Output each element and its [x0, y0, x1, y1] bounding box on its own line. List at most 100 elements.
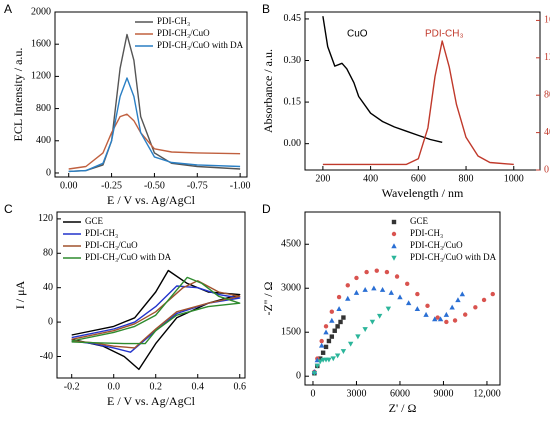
x-tick-label: 0.2 [149, 381, 162, 392]
data-point [463, 312, 468, 317]
plot-frame [304, 211, 501, 386]
data-point [318, 356, 323, 361]
y-tick-label: 120 [38, 213, 53, 224]
data-point [345, 295, 351, 301]
y-tick-label: 80 [43, 248, 53, 259]
data-point [345, 283, 350, 288]
legend-label: GCE [85, 216, 104, 226]
data-point [336, 306, 342, 311]
x-tick-label: -0.2 [64, 381, 80, 392]
panel-letter: D [262, 202, 271, 216]
y2-tick-label: 1200 [544, 52, 550, 63]
series-line [71, 276, 241, 345]
x-tick-label: 1000 [504, 173, 524, 184]
data-point [330, 356, 336, 362]
data-point [388, 289, 394, 295]
series-label: PDI-CH₃ [425, 29, 464, 40]
data-point [405, 281, 410, 287]
data-point [336, 294, 342, 300]
legend-swatch [391, 231, 397, 237]
y2-tick-label: 400 [544, 127, 550, 138]
data-point [326, 338, 332, 344]
data-point [374, 268, 379, 273]
legend-label: PDI-CH₃/CuO with DA [410, 252, 497, 262]
y-tick-label: 400 [36, 135, 51, 146]
data-point [405, 300, 412, 306]
data-point [394, 274, 400, 279]
x-tick-label: 800 [459, 173, 474, 184]
y-axis-label: ECL Intensity / a.u. [11, 48, 25, 142]
y-tick-label: 2000 [31, 6, 51, 17]
x-axis-label: E / V vs. Ag/AgCl [107, 394, 196, 408]
y-tick-label: 0.00 [284, 138, 302, 149]
series-line [71, 280, 241, 349]
plot-frame [54, 11, 248, 178]
data-point [364, 269, 369, 275]
y-tick-label: 3000 [281, 283, 301, 294]
data-point [397, 294, 403, 300]
y-tick-label: 0.15 [284, 96, 302, 107]
data-point [425, 303, 430, 309]
data-point [459, 291, 466, 297]
data-point [347, 341, 354, 347]
data-point [320, 350, 326, 355]
x-tick-label: -1.00 [230, 180, 251, 191]
data-point [449, 304, 455, 310]
data-point [473, 305, 478, 310]
legend-label: PDI-CH₃/CuO [85, 240, 138, 250]
data-point [355, 334, 361, 340]
x-tick-label: 600 [411, 173, 426, 184]
x-tick-label: 0.6 [233, 381, 246, 392]
data-point [335, 324, 340, 329]
data-point [384, 269, 390, 275]
legend-label: PDI-CH₃ [410, 228, 443, 238]
y-tick-label: 1200 [31, 71, 51, 82]
data-point [444, 319, 449, 325]
data-point [385, 306, 392, 312]
y-tick-label: 40 [43, 282, 53, 293]
data-point [341, 315, 346, 320]
data-point [371, 285, 377, 291]
y2-tick-label: 0 [544, 164, 549, 175]
data-point [362, 287, 368, 292]
data-point [437, 316, 444, 322]
y-axis-label: Absorbance / a.u. [261, 49, 275, 133]
legend-swatch [391, 243, 397, 249]
legend-label: PDI-CH₃ [157, 16, 190, 26]
x-tick-label: 0.00 [60, 180, 78, 191]
y2-tick-label: 800 [544, 90, 550, 101]
x-tick-label: 0.0 [107, 381, 120, 392]
x-tick-label: -0.50 [144, 180, 165, 191]
y-tick-label: -40 [40, 351, 53, 362]
series-line [71, 269, 241, 371]
legend-swatch [391, 255, 397, 261]
series-line [322, 16, 443, 143]
y2-tick-label: 1600 [544, 15, 550, 26]
y-axis-label: -Z'' / Ω [261, 281, 275, 315]
data-point [329, 317, 335, 323]
data-point [311, 371, 318, 376]
data-point [323, 329, 329, 335]
legend-label: PDI-CH₃/CuO with DA [85, 252, 172, 262]
data-point [415, 291, 420, 297]
x-axis-label: Z' / Ω [389, 401, 417, 415]
y-tick-label: 0.30 [284, 55, 302, 66]
panel-letter: C [4, 202, 13, 216]
data-point [455, 297, 461, 303]
data-point [379, 287, 386, 292]
x-tick-label: -0.75 [187, 180, 208, 191]
data-point [443, 311, 450, 317]
data-point [490, 291, 495, 297]
x-axis-label: Wavelength / nm [382, 186, 464, 200]
data-point [334, 353, 341, 359]
data-point [323, 324, 329, 329]
plot-frame [56, 211, 246, 379]
data-point [318, 342, 325, 348]
series-line [68, 77, 241, 173]
y-tick-label: 0.45 [284, 13, 302, 24]
legend-swatch [391, 219, 397, 225]
plot-frame [304, 11, 541, 171]
data-point [323, 344, 329, 350]
y-tick-label: 0 [296, 371, 301, 382]
